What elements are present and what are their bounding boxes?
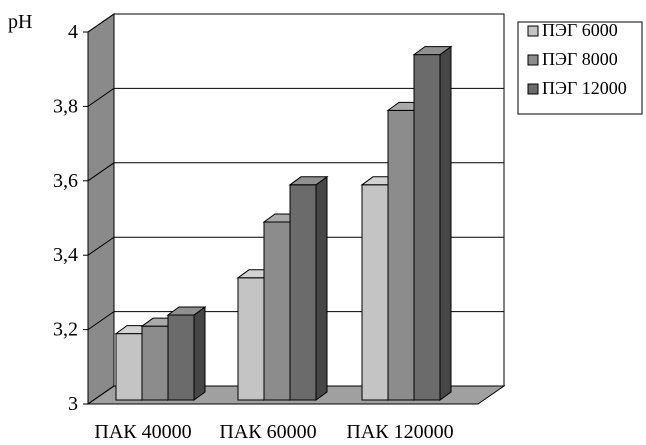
bar-top — [288, 176, 329, 186]
legend-swatch — [527, 25, 539, 37]
y-tick-label: 3,4 — [53, 244, 78, 266]
bar — [412, 45, 453, 401]
bar-front — [413, 54, 441, 401]
legend-swatch — [527, 83, 539, 95]
bar-front — [237, 277, 265, 401]
y-tick-label: 3,8 — [53, 95, 78, 117]
y-axis-title: pH — [8, 11, 32, 33]
x-tick-label: ПАК 60000 — [219, 421, 316, 443]
gridline — [87, 87, 504, 107]
bar-front — [115, 333, 143, 401]
bars — [114, 45, 453, 401]
side-wall — [87, 13, 115, 405]
y-tick-label: 3,6 — [53, 170, 78, 192]
bar-side — [439, 45, 452, 401]
x-axis-labels: ПАК 40000 ПАК 60000 ПАК 120000 — [94, 421, 453, 443]
bar-side — [315, 175, 328, 401]
y-tick-label: 4 — [68, 21, 78, 43]
y-tick-label: 3,2 — [53, 319, 78, 341]
bar-front — [263, 221, 291, 401]
legend-label: ПЭГ 12000 — [542, 78, 627, 98]
bar-front — [167, 314, 195, 401]
bar-front — [361, 184, 389, 401]
bar-top — [166, 306, 207, 316]
bar-front — [289, 184, 317, 401]
legend-label: ПЭГ 8000 — [542, 49, 618, 69]
legend: ПЭГ 6000 ПЭГ 8000 ПЭГ 12000 — [517, 20, 643, 115]
legend-label: ПЭГ 6000 — [542, 20, 618, 40]
bar — [288, 175, 329, 401]
bar-front — [387, 109, 415, 401]
y-tick-label: 3 — [68, 393, 78, 415]
x-tick-label: ПАК 40000 — [94, 421, 191, 443]
legend-frame — [517, 21, 643, 115]
x-tick-label: ПАК 120000 — [346, 421, 453, 443]
bar-top — [412, 46, 453, 56]
legend-swatch — [527, 54, 539, 66]
gridline — [87, 13, 504, 33]
bar-side — [193, 306, 206, 401]
bar-front — [141, 325, 169, 401]
bar — [166, 306, 207, 401]
gridline — [87, 162, 504, 182]
y-axis: 3 3,2 3,4 3,6 3,8 4 — [53, 21, 89, 415]
